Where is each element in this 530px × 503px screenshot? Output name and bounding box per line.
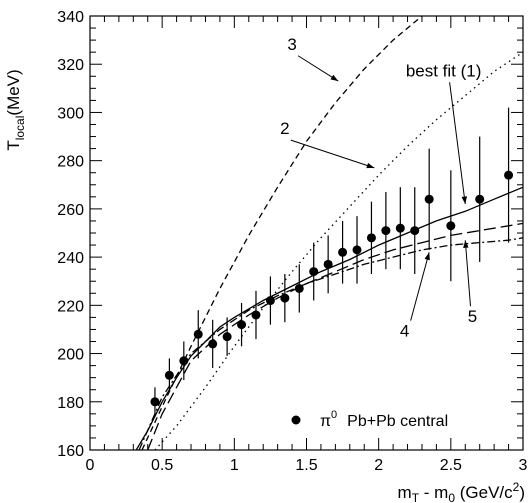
data-points bbox=[150, 107, 514, 417]
data-point bbox=[265, 296, 275, 306]
data-point bbox=[381, 226, 391, 236]
y-tick-label: 200 bbox=[57, 347, 84, 364]
annotation-label: 3 bbox=[287, 35, 296, 54]
y-axis-label-tail: (MeV) bbox=[4, 69, 23, 115]
y-tick-label: 280 bbox=[57, 154, 84, 171]
annotation-arrow-head bbox=[463, 240, 469, 248]
data-point bbox=[179, 356, 189, 366]
y-axis-label: Tlocal(MeV) bbox=[4, 69, 27, 150]
data-point bbox=[410, 226, 420, 236]
y-tick-label: 320 bbox=[57, 57, 84, 74]
annotation-label: 4 bbox=[400, 322, 409, 341]
curve-2 bbox=[154, 51, 523, 450]
y-tick-label: 240 bbox=[57, 250, 84, 267]
y-tick-label: 220 bbox=[57, 298, 84, 315]
annotation-label: best fit (1) bbox=[406, 61, 482, 80]
data-point bbox=[323, 259, 333, 269]
y-tick-label: 180 bbox=[57, 395, 84, 412]
data-point bbox=[208, 339, 218, 349]
annotation-arrow-line bbox=[290, 139, 375, 169]
annotation-arrow-head bbox=[330, 74, 339, 82]
data-point bbox=[150, 397, 160, 407]
data-point bbox=[338, 247, 348, 257]
x-tick-label: 2 bbox=[374, 457, 383, 474]
annotation-label: 2 bbox=[280, 119, 289, 138]
annotation-arrow-head bbox=[424, 252, 430, 261]
x-axis-label: mT - m0 (GeV/c2) bbox=[398, 480, 525, 503]
x-axis-label-close: ) bbox=[519, 483, 525, 502]
data-point bbox=[504, 170, 514, 180]
legend-pi-sup: 0 bbox=[331, 409, 337, 421]
data-point bbox=[446, 221, 456, 231]
data-point bbox=[309, 267, 319, 277]
data-point bbox=[193, 329, 203, 339]
x-axis-label-sup: 2 bbox=[513, 480, 520, 494]
x-tick-label: 2.5 bbox=[440, 457, 462, 474]
data-point bbox=[395, 223, 405, 233]
x-axis-label-mid: - m bbox=[419, 483, 448, 502]
data-point bbox=[280, 293, 290, 303]
curve-annotations: 3 2 best fit (1) 4 5 bbox=[280, 35, 481, 341]
data-point bbox=[475, 194, 485, 204]
annotation-arrow-line bbox=[449, 82, 466, 205]
data-point bbox=[222, 332, 232, 342]
model-curves bbox=[135, 16, 523, 450]
data-point bbox=[352, 245, 362, 255]
annotation-arrow-line bbox=[464, 240, 471, 307]
legend-marker bbox=[291, 415, 301, 425]
x-tick-label: 0.5 bbox=[151, 457, 173, 474]
axes bbox=[89, 15, 524, 451]
y-tick-label: 300 bbox=[57, 105, 84, 122]
x-tick-label: 1 bbox=[230, 457, 239, 474]
curve-4 bbox=[138, 237, 523, 450]
curve-5 bbox=[147, 222, 523, 450]
data-point bbox=[294, 283, 304, 293]
data-point bbox=[237, 320, 247, 330]
legend-pi: π bbox=[320, 413, 331, 430]
annotation-arrow-line bbox=[297, 55, 339, 82]
y-axis-label-main: T bbox=[4, 140, 23, 150]
curve-best-fit-1- bbox=[135, 186, 523, 450]
legend-label: π0 Pb+Pb central bbox=[320, 409, 448, 430]
data-point bbox=[366, 233, 376, 243]
annotation-arrow-head bbox=[461, 196, 468, 205]
legend: π0 Pb+Pb central bbox=[291, 409, 448, 430]
x-axis-label-sub1: T bbox=[412, 491, 420, 503]
ticks: 0 0.5 1 1.5 2 2.5 3160180200220240260280300320… bbox=[57, 9, 527, 474]
x-tick-label: 1.5 bbox=[295, 457, 317, 474]
data-point bbox=[424, 194, 434, 204]
annotation-arrow-line bbox=[410, 252, 430, 321]
x-axis-label-tail: (GeV/c bbox=[455, 483, 513, 502]
data-point bbox=[164, 370, 174, 380]
legend-text: Pb+Pb central bbox=[347, 413, 448, 430]
y-tick-label: 160 bbox=[57, 443, 84, 460]
data-point bbox=[251, 310, 261, 320]
annotation-label: 5 bbox=[468, 307, 477, 326]
plot-frame bbox=[89, 15, 524, 451]
y-tick-label: 260 bbox=[57, 202, 84, 219]
curve-3 bbox=[141, 16, 424, 450]
y-axis-label-sub: local bbox=[13, 116, 27, 141]
x-tick-label: 0 bbox=[86, 457, 95, 474]
y-tick-label: 340 bbox=[57, 9, 84, 26]
x-axis-label-sub2: 0 bbox=[448, 491, 455, 503]
x-tick-label: 3 bbox=[519, 457, 528, 474]
annotation-arrow-head bbox=[366, 162, 375, 169]
x-axis-label-main: m bbox=[398, 483, 412, 502]
